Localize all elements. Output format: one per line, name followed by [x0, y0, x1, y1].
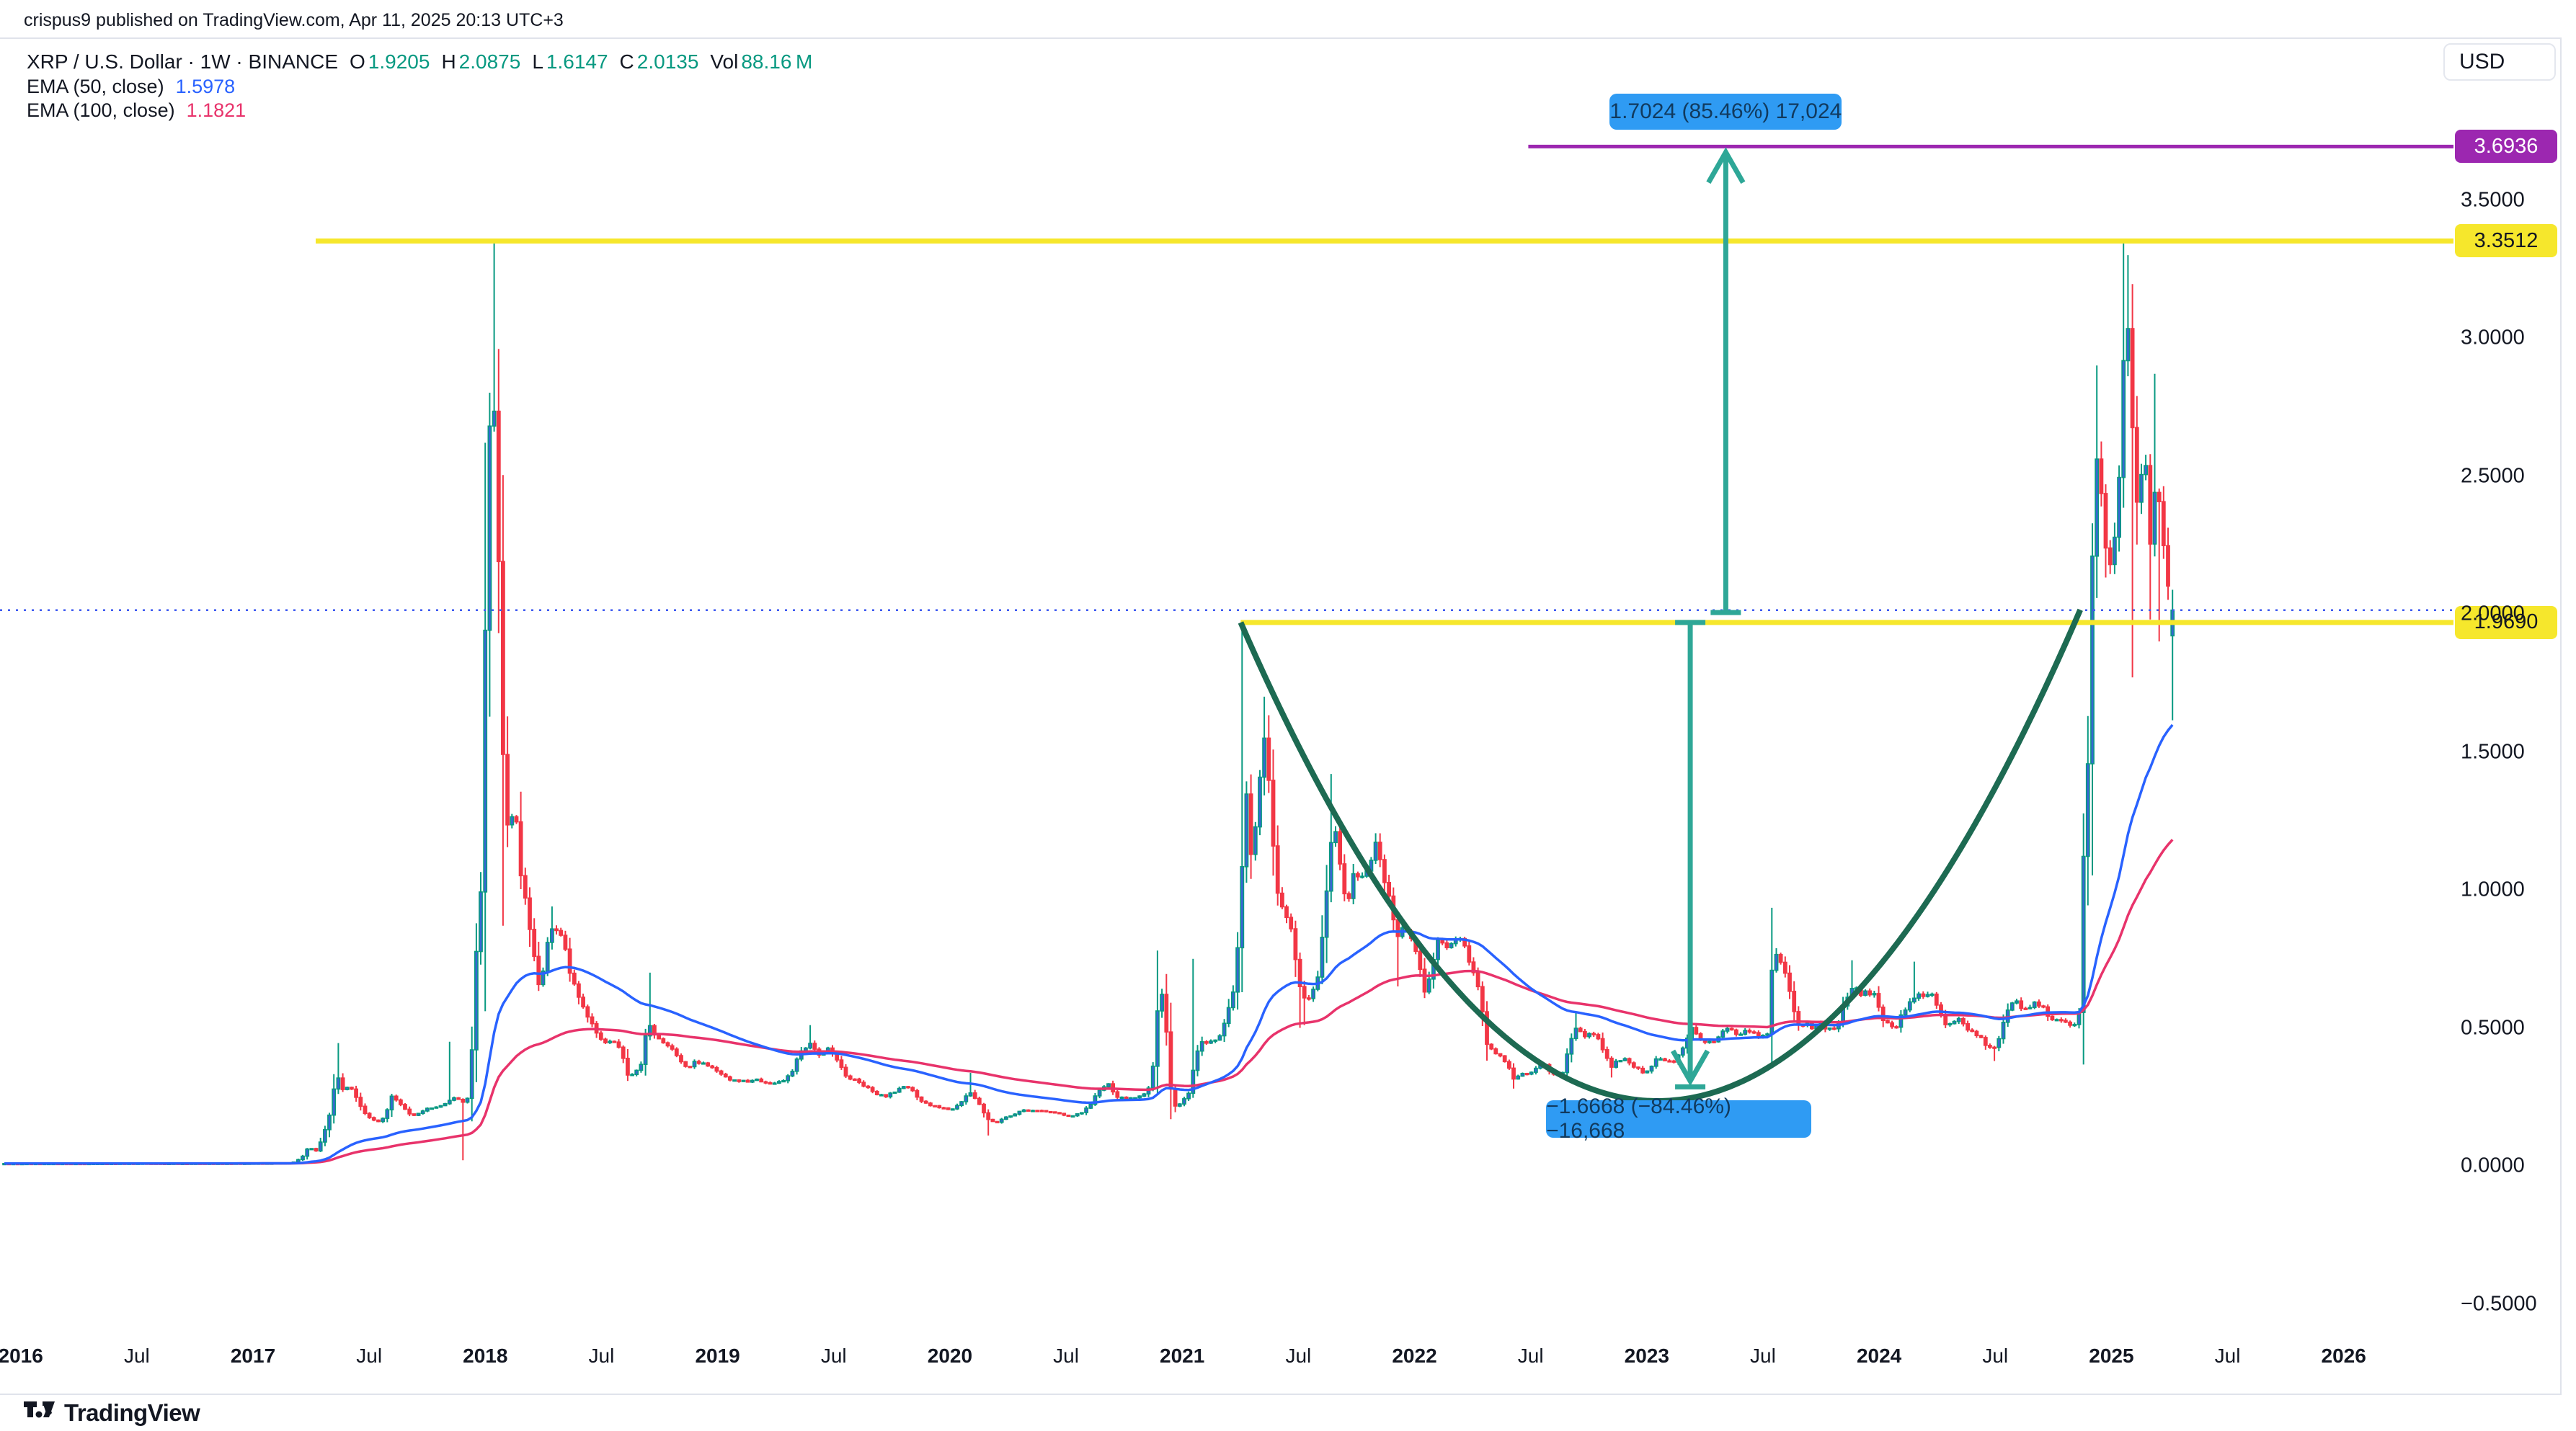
- price-tick-label: 0.0000: [2461, 1154, 2525, 1177]
- time-tick-label: 2018: [463, 1345, 508, 1367]
- time-tick-label: 2024: [1856, 1345, 1902, 1367]
- cup-arc-drawing[interactable]: [1238, 608, 2083, 1104]
- ema-100-line[interactable]: [4, 839, 2174, 1165]
- time-tick-label: 2016: [0, 1345, 43, 1367]
- time-tick-label: Jul: [1053, 1345, 1079, 1367]
- time-tick-label: 2023: [1624, 1345, 1669, 1367]
- chart-frame-bottom-border: [0, 1394, 2561, 1395]
- time-tick-label: 2026: [2321, 1345, 2366, 1367]
- time-tick-label: Jul: [1517, 1345, 1544, 1367]
- time-tick-label: 2020: [927, 1345, 973, 1367]
- time-tick-label: Jul: [1750, 1345, 1776, 1367]
- price-badge-breakout: 1.9690: [2455, 605, 2557, 639]
- ohlc-volume: Vol 88.16 M: [710, 50, 813, 73]
- symbol-legend-row: XRP / U.S. Dollar · 1W · BINANCE O 1.9205…: [27, 50, 812, 73]
- tradingview-logo[interactable]: TradingView: [24, 1399, 200, 1427]
- time-tick-label: 2021: [1160, 1345, 1205, 1367]
- ohlc-open: O 1.9205: [350, 50, 430, 73]
- measure-up-label[interactable]: 1.7024 (85.46%) 17,024: [1609, 94, 1842, 130]
- price-badge-target: 3.6936: [2455, 130, 2557, 164]
- time-tick-label: 2022: [1392, 1345, 1437, 1367]
- ema-50-line[interactable]: [4, 723, 2174, 1165]
- ema50-label: EMA (50, close): [27, 76, 164, 97]
- price-tick-label: 2.0000: [2461, 602, 2525, 625]
- tradingview-logo-text: TradingView: [64, 1399, 200, 1426]
- time-tick-label: Jul: [1285, 1345, 1312, 1367]
- price-tick-label: 2.5000: [2461, 464, 2525, 487]
- price-tick-label: 3.5000: [2461, 188, 2525, 211]
- time-tick-label: Jul: [2214, 1345, 2241, 1367]
- ema100-value: 1.1821: [186, 99, 247, 121]
- time-tick-label: 2017: [230, 1345, 276, 1367]
- attribution-text: crispus9 published on TradingView.com, A…: [24, 10, 564, 30]
- ohlc-low: L 1.6147: [532, 50, 608, 73]
- price-tick-label: 0.5000: [2461, 1016, 2525, 1039]
- time-tick-label: Jul: [123, 1345, 150, 1367]
- time-tick-label: Jul: [356, 1345, 383, 1367]
- time-tick-label: Jul: [1982, 1345, 2009, 1367]
- time-tick-label: 2025: [2089, 1345, 2134, 1367]
- price-badge-resistance: 3.3512: [2455, 224, 2557, 258]
- candlestick-series[interactable]: [2, 241, 2175, 1166]
- chart-frame-top-border: [0, 37, 2561, 39]
- time-tick-label: Jul: [820, 1345, 847, 1367]
- price-tick-label: 1.0000: [2461, 878, 2525, 901]
- measure-down-label[interactable]: −1.6668 (−84.46%) −16,668: [1546, 1095, 1812, 1143]
- ema100-label: EMA (100, close): [27, 99, 175, 121]
- price-tick-label: 3.0000: [2461, 326, 2525, 349]
- ema50-value: 1.5978: [175, 76, 236, 97]
- price-range-arrows[interactable]: [1671, 147, 1746, 1089]
- price-tick-label: 1.5000: [2461, 740, 2525, 763]
- time-tick-label: Jul: [588, 1345, 615, 1367]
- time-tick-label: 2019: [695, 1345, 740, 1367]
- currency-toggle-button[interactable]: USD: [2443, 43, 2556, 81]
- chart-frame-right-border: [2560, 37, 2562, 1395]
- symbol-title: XRP / U.S. Dollar · 1W · BINANCE: [27, 50, 339, 73]
- ohlc-high: H 2.0875: [441, 50, 521, 73]
- ohlc-close: C 2.0135: [619, 50, 699, 73]
- price-tick-label: −0.5000: [2461, 1292, 2537, 1315]
- ema50-legend-row: EMA (50, close) 1.5978: [27, 76, 235, 98]
- tradingview-logo-icon: [24, 1401, 55, 1418]
- horizontal-price-lines[interactable]: [316, 144, 2453, 625]
- ema100-legend-row: EMA (100, close) 1.1821: [27, 99, 246, 122]
